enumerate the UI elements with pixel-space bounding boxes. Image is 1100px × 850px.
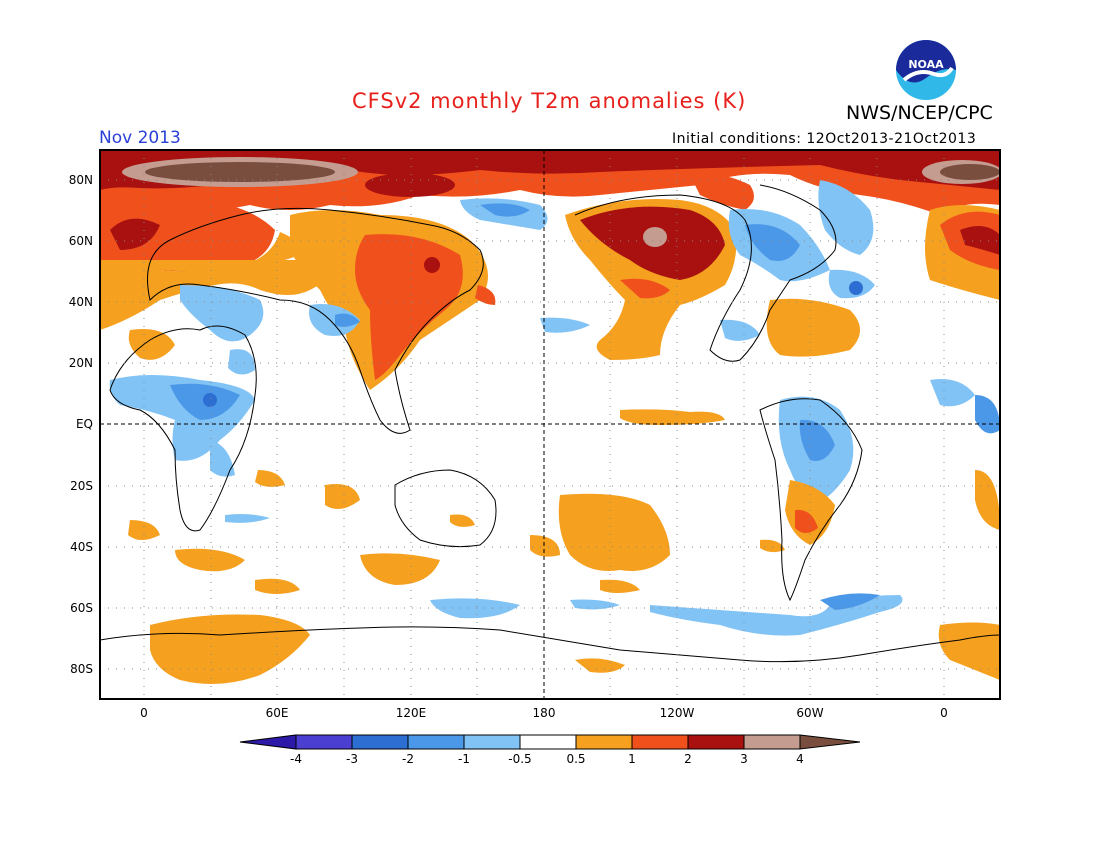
colorbar-swatch xyxy=(295,734,353,750)
coastlines xyxy=(100,184,1000,663)
longitude-labels: 0 60E 120E 180 120W 60W 0 xyxy=(140,706,948,720)
logo-text: NOAA xyxy=(908,58,944,71)
lon-label: 0 xyxy=(140,706,148,720)
chart-title: CFSv2 monthly T2m anomalies (K) xyxy=(352,89,747,113)
lon-label: 0 xyxy=(940,706,948,720)
agency-label: NWS/NCEP/CPC xyxy=(846,102,993,124)
colorbar-swatch xyxy=(687,734,745,750)
colorbar-label: 1 xyxy=(628,752,636,766)
lon-label: 180 xyxy=(533,706,556,720)
lat-label: EQ xyxy=(76,417,93,431)
lon-label: 120W xyxy=(660,706,695,720)
colorbar-label: 0.5 xyxy=(566,752,585,766)
colorbar-swatch xyxy=(575,734,633,750)
lat-label: 40N xyxy=(69,295,93,309)
forecast-period: Nov 2013 xyxy=(99,128,181,148)
colorbar-min-arrow xyxy=(239,734,297,750)
colorbar-label: -1 xyxy=(458,752,470,766)
colorbar-swatch xyxy=(351,734,409,750)
colorbar-label: -0.5 xyxy=(508,752,531,766)
colorbar: -4 -3 -2 -1 -0.5 0.5 1 2 3 4 xyxy=(239,734,861,766)
lat-label: 20N xyxy=(69,356,93,370)
colorbar-label: 3 xyxy=(740,752,748,766)
lon-label: 120E xyxy=(396,706,427,720)
colorbar-swatch xyxy=(743,734,801,750)
lat-label: 60N xyxy=(69,234,93,248)
lat-label: 80S xyxy=(70,662,93,676)
colorbar-label: 2 xyxy=(684,752,692,766)
colorbar-swatch xyxy=(519,734,577,750)
lon-label: 60W xyxy=(796,706,823,720)
colorbar-swatch xyxy=(463,734,521,750)
colorbar-label: -4 xyxy=(290,752,302,766)
lat-label: 60S xyxy=(70,601,93,615)
lat-label: 40S xyxy=(70,540,93,554)
initial-conditions: Initial conditions: 12Oct2013-21Oct2013 xyxy=(672,131,977,147)
lat-label: 20S xyxy=(70,479,93,493)
colorbar-swatch xyxy=(631,734,689,750)
colorbar-max-arrow xyxy=(799,734,861,750)
colorbar-label: -2 xyxy=(402,752,414,766)
latitude-labels: 80N 60N 40N 20N EQ 20S 40S 60S 80S xyxy=(69,173,93,676)
map-frame xyxy=(99,149,1001,700)
lat-label: 80N xyxy=(69,173,93,187)
noaa-logo: NOAA xyxy=(896,40,956,100)
colorbar-label: 4 xyxy=(796,752,804,766)
lon-label: 60E xyxy=(266,706,289,720)
colorbar-label: -3 xyxy=(346,752,358,766)
colorbar-swatch xyxy=(407,734,465,750)
